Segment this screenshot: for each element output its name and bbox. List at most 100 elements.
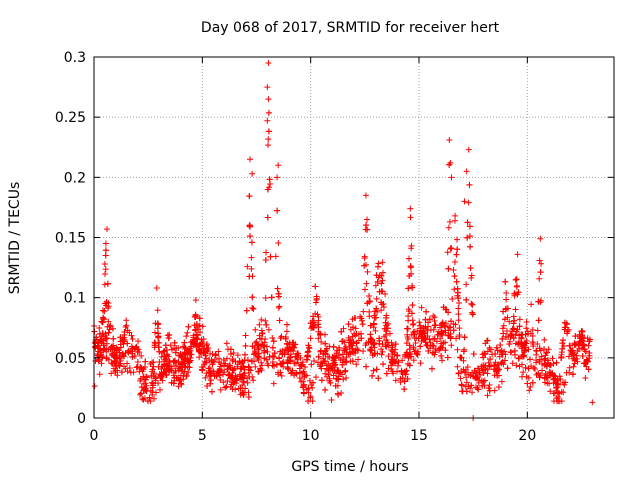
data-point	[562, 324, 569, 331]
data-point	[246, 233, 253, 240]
data-point	[419, 333, 426, 340]
data-point	[553, 359, 560, 366]
data-point	[364, 226, 371, 233]
data-point	[379, 341, 386, 348]
data-point	[353, 361, 360, 368]
data-point	[447, 159, 454, 166]
data-point	[431, 317, 438, 324]
data-point	[223, 340, 230, 347]
data-point	[411, 331, 418, 338]
data-point	[359, 321, 366, 328]
data-point	[249, 343, 256, 350]
data-point	[409, 302, 416, 309]
data-point	[211, 373, 218, 380]
data-point	[224, 355, 231, 362]
data-point	[448, 318, 455, 325]
data-point	[361, 262, 368, 269]
data-point	[404, 360, 411, 367]
data-point	[453, 335, 460, 342]
data-point	[390, 370, 397, 377]
data-point	[175, 383, 182, 390]
data-point	[528, 301, 535, 308]
data-point	[343, 375, 350, 382]
data-point	[401, 368, 408, 375]
data-point	[266, 353, 273, 360]
data-point	[503, 333, 510, 340]
data-point	[247, 156, 253, 163]
data-point	[111, 358, 118, 365]
data-point	[469, 311, 476, 318]
data-point	[334, 390, 341, 397]
data-point	[317, 331, 324, 338]
data-point	[410, 357, 417, 364]
data-point	[203, 341, 210, 348]
data-point	[378, 288, 385, 295]
data-point	[223, 383, 230, 390]
data-point	[394, 352, 401, 359]
data-point	[516, 332, 523, 339]
data-point	[368, 338, 375, 345]
data-point	[503, 328, 510, 335]
data-point	[506, 341, 513, 348]
data-point	[274, 285, 281, 292]
data-point	[215, 348, 222, 355]
data-point	[203, 370, 210, 377]
data-point	[247, 223, 254, 230]
data-point	[424, 327, 431, 334]
data-point	[437, 345, 444, 352]
data-point	[339, 351, 346, 358]
data-point	[140, 373, 147, 380]
data-point	[412, 339, 419, 346]
data-point	[399, 357, 406, 364]
data-point	[512, 306, 519, 313]
y-tick-label: 0	[77, 411, 86, 427]
data-point	[485, 385, 492, 392]
data-point	[96, 325, 103, 332]
x-tick-label: 10	[302, 428, 320, 444]
data-point	[550, 379, 557, 386]
data-point	[148, 379, 155, 386]
data-point	[117, 344, 124, 351]
data-point	[466, 181, 473, 188]
data-point	[438, 331, 445, 338]
data-point	[417, 360, 424, 367]
data-point	[232, 376, 239, 383]
data-point	[466, 233, 473, 240]
data-point	[463, 281, 470, 288]
data-point	[267, 253, 274, 260]
data-point	[550, 390, 557, 397]
data-point	[382, 331, 389, 338]
data-point	[481, 350, 488, 357]
data-point	[277, 369, 284, 376]
data-point	[450, 327, 457, 334]
data-point	[476, 371, 483, 378]
data-point	[450, 267, 457, 274]
data-point	[546, 380, 553, 387]
data-point	[243, 307, 250, 314]
data-point	[523, 373, 530, 380]
data-point	[480, 378, 487, 385]
data-point	[305, 398, 312, 405]
data-point	[102, 252, 109, 259]
data-point	[397, 375, 404, 382]
data-point	[389, 360, 396, 367]
data-point	[527, 356, 534, 363]
data-point	[382, 291, 389, 298]
data-point	[514, 251, 521, 258]
data-point	[200, 364, 207, 371]
data-point	[493, 344, 500, 351]
data-point	[156, 348, 163, 355]
data-point	[573, 352, 580, 359]
data-point	[163, 347, 170, 354]
data-point	[149, 391, 156, 398]
data-point	[241, 351, 248, 358]
data-point	[491, 362, 498, 369]
data-point	[168, 346, 175, 353]
data-point	[536, 257, 543, 264]
data-point	[303, 386, 310, 393]
data-point	[180, 343, 187, 350]
data-point	[482, 340, 489, 347]
data-point	[463, 374, 470, 381]
data-point	[149, 380, 156, 387]
data-point	[405, 352, 412, 359]
